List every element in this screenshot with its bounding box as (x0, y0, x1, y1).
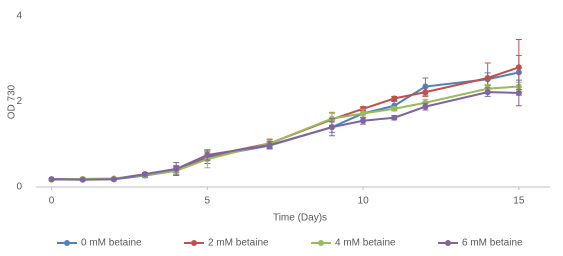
y-axis-label: OD 730 (7, 84, 18, 119)
point (79, 176, 86, 183)
legend-label: 6 mM betaine (462, 238, 523, 249)
point (484, 89, 491, 96)
point (328, 124, 335, 131)
point (173, 166, 180, 173)
x-axis-label: Time (Day)s (273, 213, 327, 224)
x-tick-label: 5 (205, 196, 211, 207)
x-tick-label: 15 (513, 196, 525, 207)
point (391, 114, 398, 121)
legend-label: 2 mM betaine (208, 238, 269, 249)
x-tick-label: 0 (49, 196, 55, 207)
point (360, 110, 367, 117)
point (266, 142, 273, 149)
point (422, 89, 429, 96)
y-tick-label: 0 (16, 182, 22, 193)
legend-label: 4 mM betaine (335, 238, 396, 249)
x-tick-label: 10 (358, 196, 370, 207)
point (204, 151, 211, 158)
point (360, 117, 367, 124)
point (515, 64, 522, 71)
legend-marker (64, 240, 70, 246)
point (48, 176, 55, 183)
legend-label: 0 mM betaine (81, 238, 142, 249)
legend-marker (445, 240, 451, 246)
legend-marker (318, 240, 324, 246)
point (484, 74, 491, 81)
point (422, 103, 429, 110)
point (391, 95, 398, 102)
y-tick-label: 4 (16, 11, 22, 22)
y-tick-label: 2 (16, 96, 22, 107)
point (110, 176, 117, 183)
legend-marker (191, 240, 197, 246)
point (142, 171, 149, 178)
series-line (51, 91, 519, 181)
series-line (51, 71, 520, 181)
point (515, 89, 522, 96)
point (391, 105, 398, 112)
